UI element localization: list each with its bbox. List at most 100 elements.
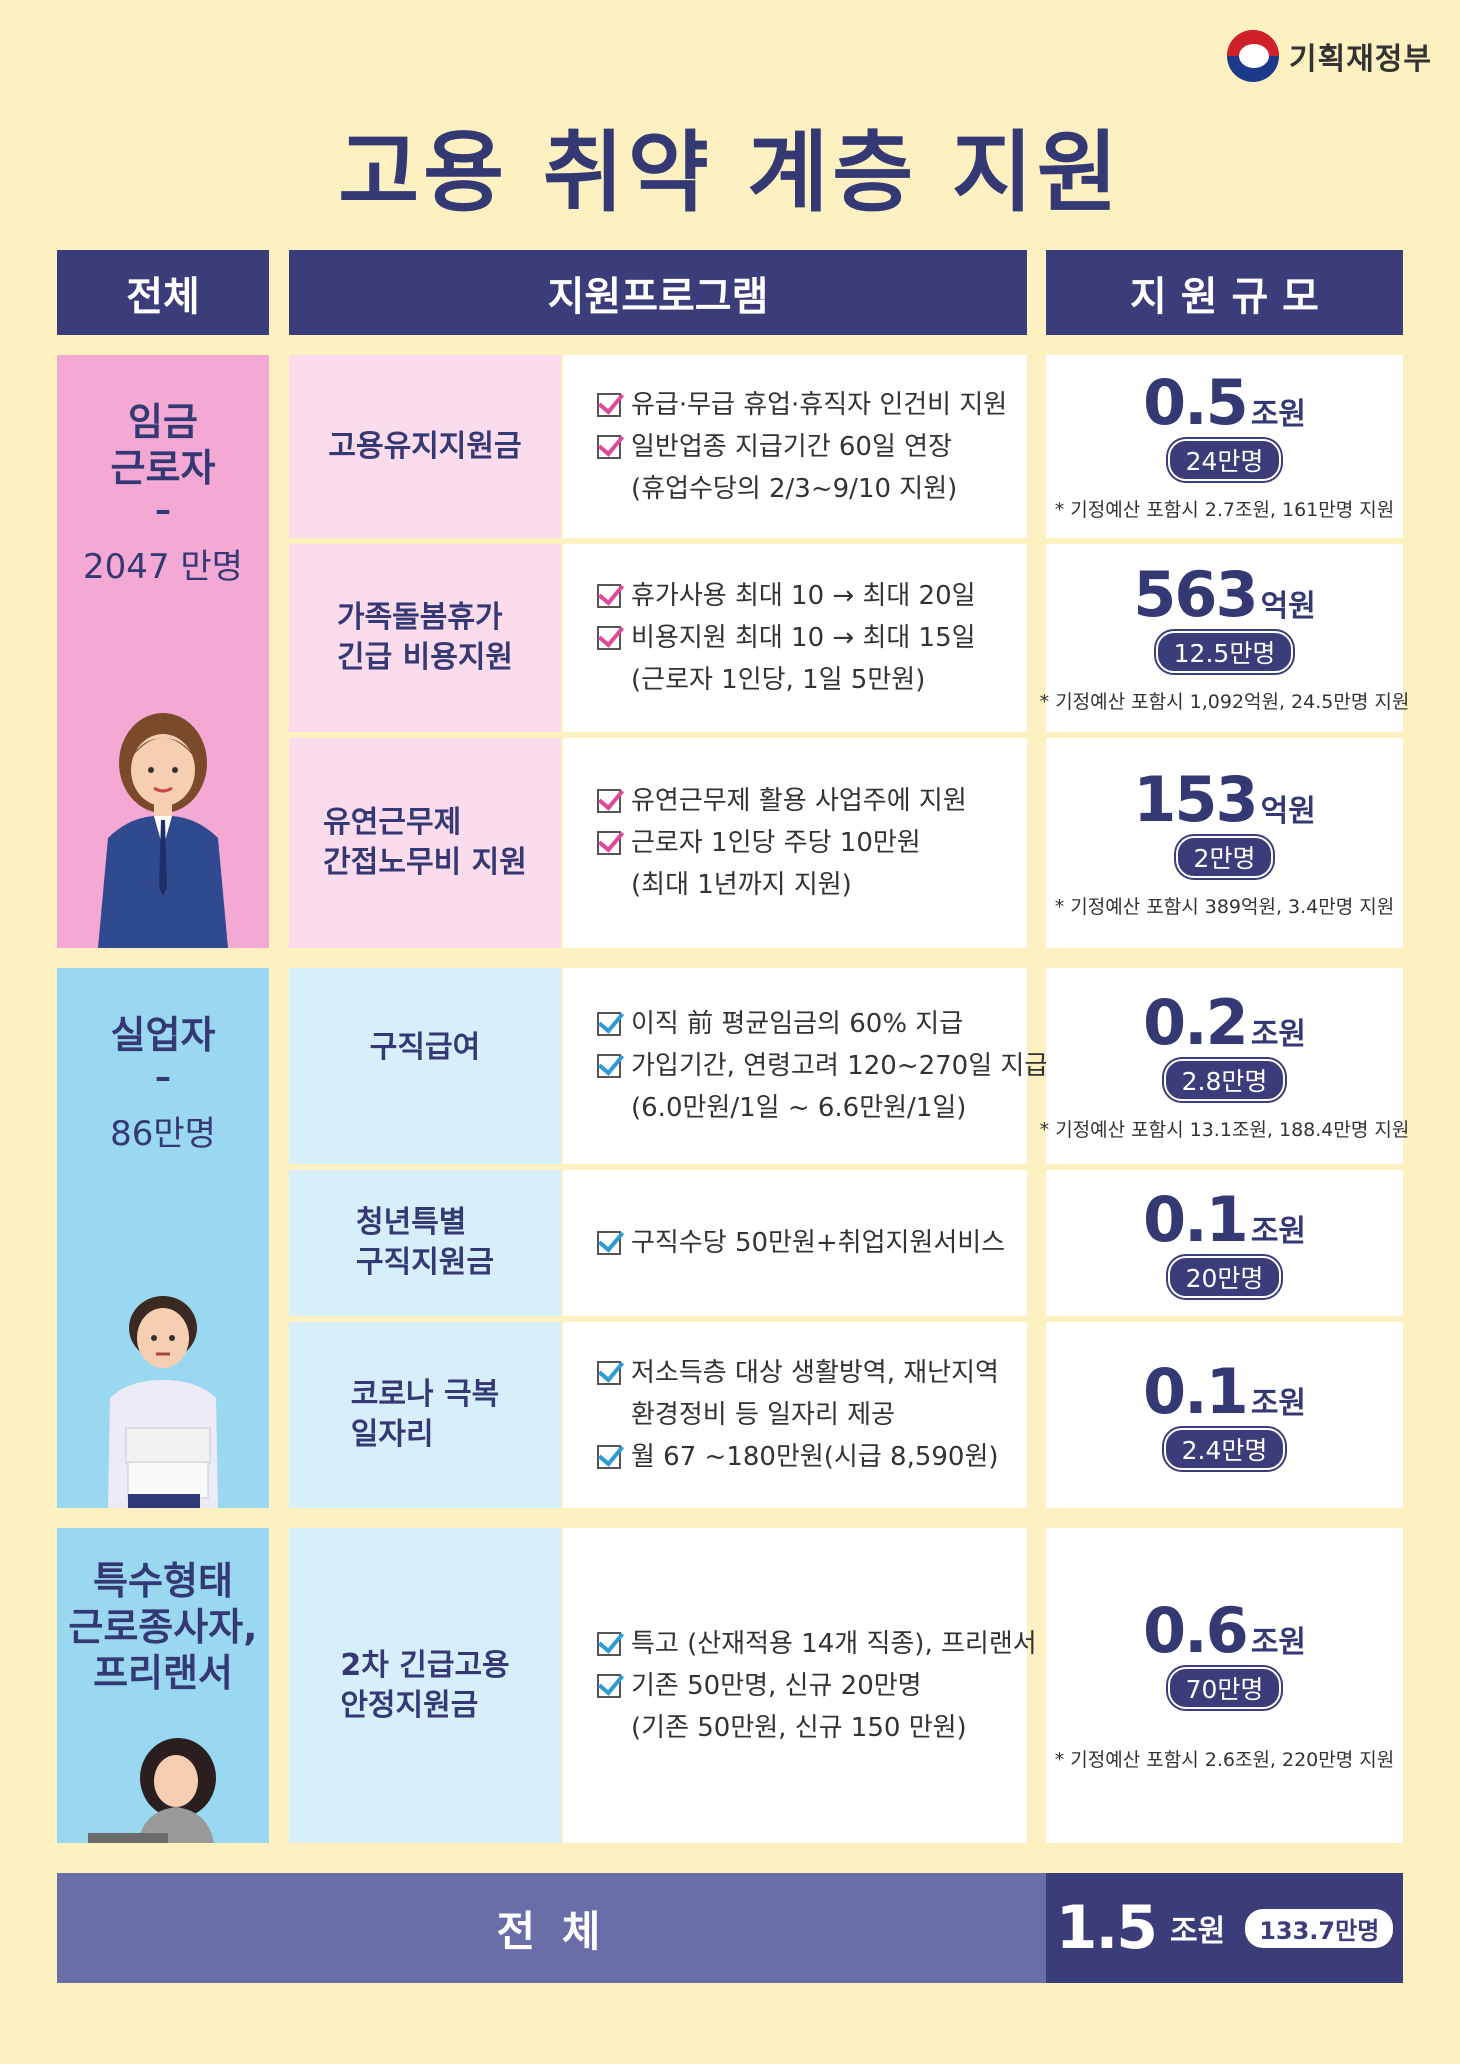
amount-unit: 억원: [1260, 588, 1316, 624]
budget-note: * 기정예산 포함시 13.1조원, 188.4만명 지원: [1039, 1118, 1410, 1141]
amount-unit: 조원: [1250, 1214, 1307, 1249]
group-dash: –: [155, 491, 171, 529]
checkbox-icon: [597, 1445, 621, 1469]
header-scale: 지 원 규 모: [1046, 250, 1403, 335]
amount-unit: 조원: [1250, 1386, 1307, 1421]
checkbox-icon: [597, 789, 621, 813]
amount-value: 0.6: [1142, 1594, 1249, 1667]
program-employment-retention: 고용유지지원금: [328, 428, 522, 464]
description-line: 구직수당 50만원+취업지원서비스: [597, 1222, 1027, 1264]
group-count: 2047 만명: [83, 547, 243, 587]
description-line: 유급·무급 휴업·휴직자 인건비 지원: [597, 384, 1027, 426]
budget-note: * 기정예산 포함시 2.6조원, 220만명 지원: [1054, 1749, 1395, 1771]
amount-value: 0.1: [1142, 1355, 1249, 1428]
group-wage-workers: 임금 근로자 – 2047 만명: [57, 355, 269, 948]
description-line: 기존 50만명, 신규 20만명: [597, 1665, 1027, 1707]
description-line: 특고 (산재적용 14개 직종), 프리랜서: [597, 1623, 1037, 1665]
description-line: 휴가사용 최대 10 → 최대 20일: [597, 575, 1027, 617]
checkbox-icon: [597, 584, 621, 608]
people-badge: 24만명: [1167, 439, 1282, 481]
people-badge: 70만명: [1167, 1667, 1282, 1709]
group-label: 특수형태 근로종사자, 프리랜서: [68, 1559, 258, 1695]
description-line: 유연근무제 활용 사업주에 지원: [597, 780, 1027, 822]
checkbox-icon: [597, 1054, 621, 1078]
ministry-logo: 기획재정부: [1227, 30, 1432, 82]
people-badge: 12.5만명: [1155, 630, 1294, 673]
program-description: 유연근무제 활용 사업주에 지원 근로자 1인당 주당 10만원 (최대 1년까…: [563, 738, 1027, 948]
businesswoman-illustration: [98, 713, 228, 948]
description-line: 저소득층 대상 생활방역, 재난지역: [597, 1352, 1027, 1394]
program-job-seeking-benefit: 구직급여: [369, 1030, 481, 1065]
description-line: 근로자 1인당 주당 10만원: [597, 822, 1027, 864]
checkbox-icon: [597, 1361, 621, 1385]
amount-unit: 조원: [1250, 397, 1307, 432]
description-line: 일반업종 지급기간 60일 연장: [597, 426, 1027, 468]
program-description: 구직수당 50만원+취업지원서비스: [563, 1170, 1027, 1316]
support-scale: 0.5 조원 24만명 * 기정예산 포함시 2.7조원, 161만명 지원: [1046, 355, 1403, 538]
program-description: 이직 前 평균임금의 60% 지급 가입기간, 연령고려 120~270일 지급…: [563, 968, 1048, 1164]
amount-value: 0.1: [1142, 1183, 1249, 1256]
budget-note: * 기정예산 포함시 389억원, 3.4만명 지원: [1054, 895, 1395, 918]
man-with-boxes-illustration: [108, 1296, 218, 1508]
budget-note: * 기정예산 포함시 1,092억원, 24.5만명 지원: [1039, 690, 1410, 713]
amount-unit: 조원: [1250, 1625, 1307, 1660]
description-line: 월 67 ~180만원(시급 8,590원): [597, 1436, 1027, 1478]
description-line: 비용지원 최대 10 → 최대 15일: [597, 617, 1027, 659]
ministry-name: 기획재정부: [1289, 42, 1432, 77]
amount-value: 153: [1133, 762, 1258, 836]
page-title: 고용 취약 계층 지원: [338, 121, 1122, 224]
group-label: 실업자: [110, 1013, 216, 1057]
checkbox-icon: [597, 434, 621, 459]
amount-value: 0.5: [1142, 366, 1249, 439]
amount-unit: 억원: [1260, 793, 1316, 829]
amount-unit: 조원: [1250, 1016, 1307, 1052]
description-line: 이직 前 평균임금의 60% 지급: [597, 1003, 1027, 1045]
amount-value: 563: [1133, 557, 1258, 631]
checkbox-icon: [597, 1012, 621, 1036]
group-count: 86만명: [110, 1114, 216, 1154]
group-label: 임금 근로자: [110, 400, 216, 490]
description-subline: 환경정비 등 일자리 제공: [631, 1400, 895, 1430]
freelancer-illustration: [88, 1738, 216, 1843]
people-badge: 2만명: [1175, 835, 1274, 878]
group-dash: –: [155, 1058, 171, 1096]
people-badge: 2.8만명: [1163, 1058, 1286, 1101]
program-emergency-employment-stability: 2차 긴급고용 안정지원금: [340, 1647, 510, 1723]
support-scale: 0.2 조원 2.8만명 * 기정예산 포함시 13.1조원, 188.4만명 지…: [1040, 968, 1409, 1164]
header-program: 지원프로그램: [289, 250, 1027, 335]
description-subline: (근로자 1인당, 1일 5만원): [631, 665, 926, 695]
program-covid-jobs: 코로나 극복 일자리: [350, 1377, 500, 1452]
program-flexible-work: 유연근무제 간접노무비 지원: [323, 805, 527, 880]
program-youth-job-seeking: 청년특별 구직지원금: [356, 1205, 494, 1280]
description-subline: (휴업수당의 2/3~9/10 지원): [631, 473, 958, 504]
support-scale: 0.1 조원 2.4만명: [1046, 1322, 1403, 1508]
checkbox-icon: [597, 392, 621, 417]
description-subline: (최대 1년까지 지원): [631, 870, 852, 900]
total-amount: 1.5: [1055, 1893, 1158, 1963]
group-special-workers: 특수형태 근로종사자, 프리랜서: [57, 1528, 269, 1843]
support-scale: 0.6 조원 70만명 * 기정예산 포함시 2.6조원, 220만명 지원: [1046, 1528, 1403, 1843]
checkbox-icon: [597, 831, 621, 855]
amount-value: 0.2: [1142, 985, 1249, 1059]
people-badge: 20만명: [1167, 1256, 1282, 1298]
program-description: 휴가사용 최대 10 → 최대 20일 비용지원 최대 10 → 최대 15일 …: [563, 544, 1027, 732]
description-subline: (6.0만원/1일 ~ 6.6만원/1일): [631, 1093, 967, 1123]
program-description: 유급·무급 휴업·휴직자 인건비 지원 일반업종 지급기간 60일 연장 (휴업…: [563, 355, 1027, 538]
checkbox-icon: [597, 1231, 621, 1255]
group-unemployed: 실업자 – 86만명: [57, 968, 269, 1508]
checkbox-icon: [597, 626, 621, 650]
checkbox-icon: [597, 1631, 621, 1656]
support-scale: 563 억원 12.5만명 * 기정예산 포함시 1,092억원, 24.5만명 …: [1040, 544, 1409, 732]
total-label: 전 체: [57, 1873, 1046, 1983]
taegeuk-icon: [1227, 30, 1279, 82]
checkbox-icon: [597, 1673, 621, 1698]
program-description: 저소득층 대상 생활방역, 재난지역 환경정비 등 일자리 제공 월 67 ~1…: [563, 1322, 1027, 1508]
budget-note: * 기정예산 포함시 2.7조원, 161만명 지원: [1054, 499, 1395, 521]
support-scale: 153 억원 2만명 * 기정예산 포함시 389억원, 3.4만명 지원: [1046, 738, 1403, 948]
header-all: 전체: [57, 250, 269, 335]
program-description: 특고 (산재적용 14개 직종), 프리랜서 기존 50만명, 신규 20만명 …: [563, 1528, 1037, 1843]
total-scale: 1.5 조원 133.7만명: [1046, 1873, 1403, 1983]
total-people-badge: 133.7만명: [1245, 1908, 1394, 1948]
program-family-care-leave: 가족돌봄휴가 긴급 비용지원: [336, 600, 514, 675]
support-scale: 0.1 조원 20만명: [1046, 1170, 1403, 1316]
